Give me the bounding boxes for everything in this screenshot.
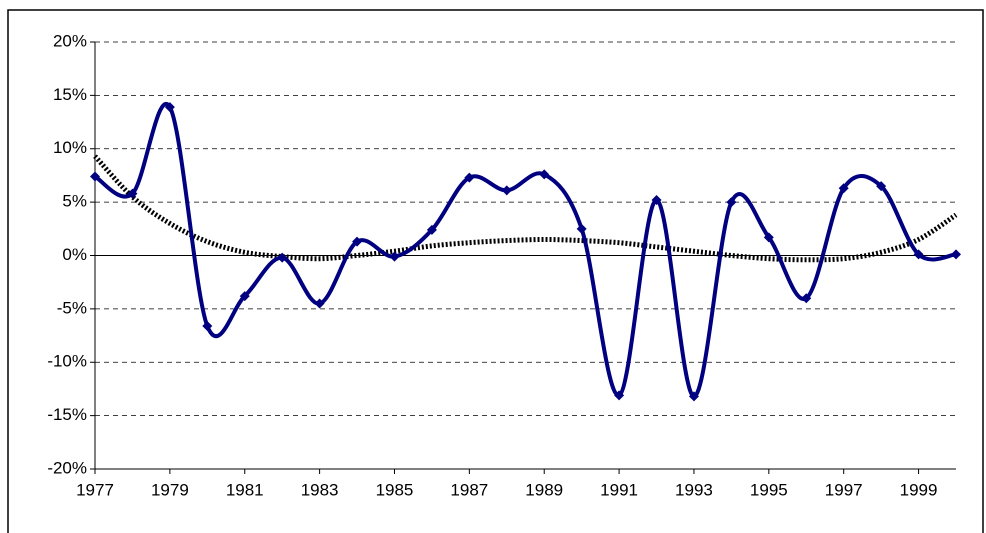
marker bbox=[127, 188, 138, 199]
x-tick-label: 1987 bbox=[450, 480, 488, 499]
marker bbox=[726, 197, 737, 208]
y-tick-label: -5% bbox=[57, 298, 87, 317]
x-tick-label: 1993 bbox=[675, 480, 713, 499]
marker bbox=[277, 252, 288, 263]
series-line bbox=[93, 154, 958, 263]
marker bbox=[876, 181, 887, 192]
x-tick-label: 1989 bbox=[525, 480, 563, 499]
y-tick-label: 0% bbox=[62, 245, 87, 264]
marker bbox=[389, 251, 400, 262]
marker bbox=[838, 183, 849, 194]
y-tick-label: 20% bbox=[53, 31, 87, 50]
x-tick-label: 1997 bbox=[825, 480, 863, 499]
marker bbox=[90, 171, 100, 182]
x-tick-label: 1977 bbox=[76, 480, 114, 499]
marker bbox=[202, 320, 213, 331]
x-tick-label: 1983 bbox=[301, 480, 339, 499]
marker bbox=[239, 291, 250, 302]
y-tick-label: 5% bbox=[62, 192, 87, 211]
marker bbox=[913, 249, 924, 260]
marker bbox=[614, 390, 625, 401]
series-line bbox=[93, 101, 957, 399]
x-tick-label: 1991 bbox=[600, 480, 638, 499]
y-tick-label: -15% bbox=[47, 405, 87, 424]
x-tick-label: 1979 bbox=[151, 480, 189, 499]
x-tick-label: 1985 bbox=[376, 480, 414, 499]
marker bbox=[464, 172, 475, 183]
marker bbox=[426, 224, 437, 235]
marker bbox=[576, 223, 587, 234]
marker bbox=[763, 232, 774, 243]
y-tick-label: -20% bbox=[47, 458, 87, 477]
marker bbox=[501, 185, 512, 196]
y-tick-label: -10% bbox=[47, 352, 87, 371]
frame bbox=[7, 9, 984, 533]
marker bbox=[164, 102, 175, 113]
x-tick-label: 1995 bbox=[750, 480, 788, 499]
marker bbox=[688, 391, 699, 402]
marker bbox=[352, 236, 363, 247]
x-tick-label: 1999 bbox=[900, 480, 938, 499]
marker bbox=[314, 298, 325, 309]
marker bbox=[539, 169, 550, 180]
marker bbox=[801, 293, 812, 304]
x-tick-label: 1981 bbox=[226, 480, 264, 499]
y-tick-label: 15% bbox=[53, 85, 87, 104]
marker bbox=[651, 194, 662, 205]
marker bbox=[951, 249, 961, 260]
y-tick-label: 10% bbox=[53, 138, 87, 157]
